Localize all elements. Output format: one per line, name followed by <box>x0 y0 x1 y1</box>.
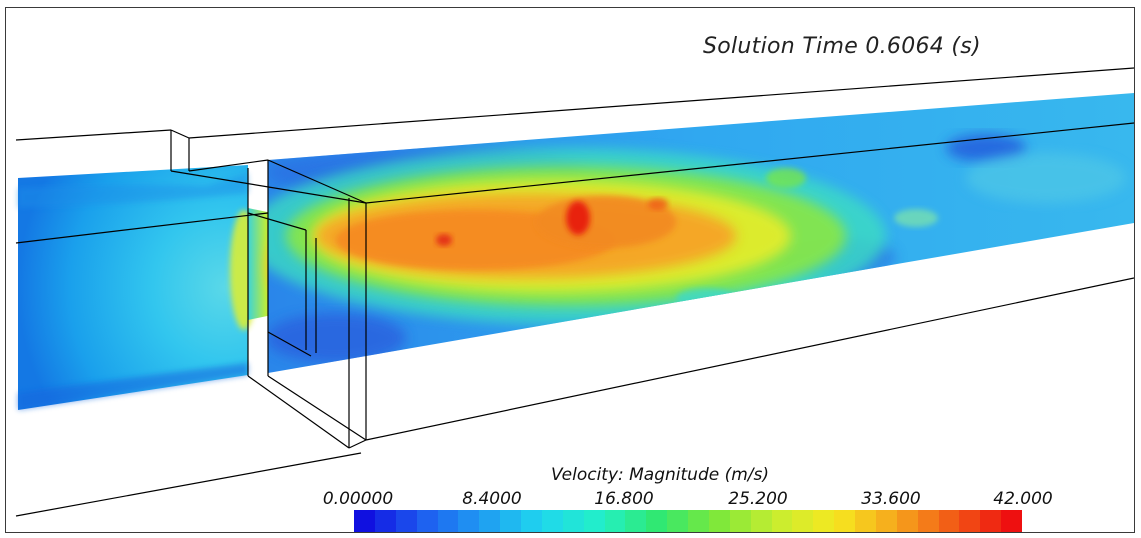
colorbar-band <box>729 510 751 532</box>
colorbar-band <box>708 510 730 532</box>
colorbar-band <box>855 510 876 532</box>
solution-time-label: Solution Time 0.6064 (s) <box>703 34 981 59</box>
visualization-frame: Solution Time 0.6064 (s) Velocity: Magni… <box>5 7 1135 533</box>
colorbar <box>354 510 1022 532</box>
colorbar-band <box>479 510 501 532</box>
colorbar-band <box>354 510 375 532</box>
legend-tick: 8.4000 <box>462 489 522 509</box>
colorbar-band <box>625 510 647 532</box>
colorbar-band <box>562 510 584 532</box>
colorbar-band <box>688 510 709 532</box>
colorbar-band <box>980 510 1002 532</box>
colorbar-band <box>834 510 855 532</box>
colorbar-band <box>959 510 981 532</box>
colorbar-band <box>541 510 563 532</box>
colorbar-band <box>646 510 668 532</box>
colorbar-band <box>458 510 480 532</box>
colorbar-band <box>437 510 459 532</box>
colorbar-band <box>875 510 897 532</box>
colorbar-band <box>771 510 793 532</box>
colorbar-band <box>374 510 396 532</box>
colorbar-band <box>521 510 542 532</box>
cfd-scene <box>15 67 1134 517</box>
colorbar-band <box>583 510 605 532</box>
colorbar-band <box>813 510 835 532</box>
colorbar-band <box>500 510 521 532</box>
legend-tick: 25.200 <box>728 489 788 509</box>
legend-title: Velocity: Magnitude (m/s) <box>551 465 770 485</box>
colorbar-band <box>917 510 939 532</box>
colorbar-band <box>416 510 438 532</box>
colorbar-band <box>667 510 688 532</box>
legend-tick: 42.000 <box>993 489 1053 509</box>
colorbar-band <box>750 510 772 532</box>
colorbar-band <box>604 510 626 532</box>
colorbar-band <box>395 510 417 532</box>
colorbar-band <box>938 510 960 532</box>
colorbar-band <box>1001 510 1022 532</box>
inlet-flow-field <box>18 165 258 410</box>
colorbar-band <box>896 510 918 532</box>
legend-tick: 16.800 <box>594 489 654 509</box>
colorbar-band <box>792 510 814 532</box>
legend-tick: 0.00000 <box>322 489 394 509</box>
outlet-flow-field <box>268 93 1134 373</box>
duct-wireframe <box>15 67 1134 517</box>
legend-tick: 33.600 <box>861 489 921 509</box>
